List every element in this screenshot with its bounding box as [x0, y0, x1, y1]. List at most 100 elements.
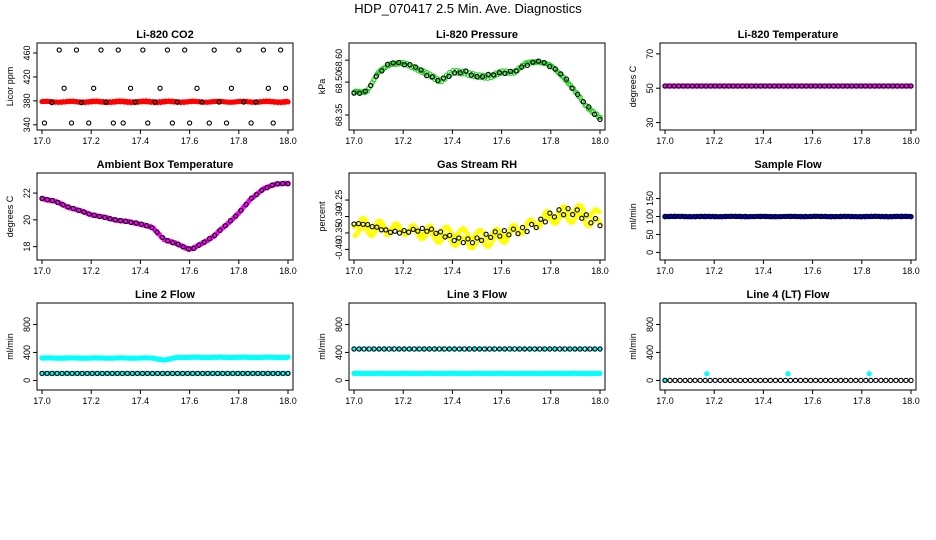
data-point	[587, 346, 593, 352]
data-point	[792, 377, 799, 384]
data-point	[532, 346, 538, 352]
x-tick-label: 18.0	[902, 396, 920, 406]
data-point	[802, 213, 809, 220]
x-tick-label: 17.4	[444, 136, 462, 146]
data-point	[873, 213, 879, 220]
x-tick-label: 18.0	[279, 136, 297, 146]
data-point	[485, 71, 491, 78]
data-point	[365, 221, 371, 228]
data-point	[858, 213, 864, 220]
x-tick-label: 17.0	[345, 266, 363, 276]
data-point	[351, 90, 357, 96]
data-point	[253, 99, 259, 105]
y-tick-label: 400	[645, 345, 655, 360]
x-tick-label: 17.8	[853, 136, 871, 146]
panel-9: Line 4 (LT) Flow 17.0 17.2 17.4 17.6 17.8 18.0…	[628, 289, 920, 406]
data-point	[98, 47, 104, 53]
data-point	[351, 346, 357, 352]
data-point	[762, 377, 769, 384]
data-point	[431, 346, 437, 352]
data-point	[196, 242, 202, 248]
data-point	[185, 246, 192, 252]
data-point	[396, 230, 403, 236]
data-point	[717, 213, 723, 220]
data-point	[762, 213, 769, 220]
data-point	[386, 346, 392, 352]
data-point	[533, 224, 539, 231]
data-point	[491, 346, 498, 352]
x-tick-label: 17.2	[705, 266, 723, 276]
data-point	[898, 213, 904, 220]
data-point	[529, 221, 535, 228]
x-tick-label: 17.2	[82, 266, 100, 276]
data-point	[144, 370, 151, 377]
data-point	[191, 245, 197, 251]
data-point	[828, 213, 834, 220]
y-axis-label: ml/min	[628, 333, 638, 360]
data-point	[833, 377, 839, 384]
data-point	[812, 213, 819, 220]
data-point	[119, 370, 125, 377]
data-point	[466, 346, 473, 352]
y-axis-label: degrees C	[628, 65, 638, 107]
y-tick-label: -0.35	[334, 223, 344, 244]
data-point	[446, 346, 453, 352]
data-point	[908, 83, 914, 89]
data-point	[175, 241, 181, 247]
data-point	[391, 346, 397, 352]
data-point	[567, 346, 573, 352]
data-point	[767, 213, 774, 220]
data-point	[491, 72, 497, 78]
x-tick-label: 18.0	[279, 266, 297, 276]
data-point	[260, 370, 266, 377]
data-point	[205, 370, 211, 377]
data-point	[893, 213, 899, 220]
data-point	[537, 346, 543, 352]
data-point	[787, 213, 794, 220]
data-point	[264, 185, 270, 191]
data-point	[419, 225, 425, 232]
y-tick-label: 68.60	[334, 49, 344, 72]
data-point	[70, 205, 77, 212]
x-tick-label: 17.4	[755, 266, 773, 276]
data-point	[581, 217, 587, 224]
data-point	[112, 217, 118, 223]
data-point	[479, 74, 486, 80]
y-tick-label: 800	[334, 317, 344, 332]
x-tick-label: 17.0	[656, 136, 674, 146]
data-point	[883, 377, 889, 384]
data-point	[217, 227, 223, 233]
plot-frame	[348, 302, 606, 391]
data-point	[368, 82, 374, 89]
data-point	[456, 346, 463, 352]
x-tick-label: 17.2	[82, 396, 100, 406]
data-point	[380, 222, 386, 228]
data-point	[211, 47, 217, 53]
data-point	[697, 213, 703, 220]
data-point	[578, 346, 584, 352]
data-point	[497, 233, 503, 239]
series-fast	[39, 180, 291, 253]
x-tick-label: 17.2	[394, 396, 412, 406]
data-point	[124, 370, 130, 377]
data-point	[241, 99, 247, 105]
y-tick-label: 400	[22, 345, 32, 360]
y-tick-label: 18	[22, 242, 32, 252]
data-point	[248, 120, 254, 126]
data-point	[435, 77, 441, 84]
data-point	[424, 228, 430, 234]
data-point	[488, 240, 494, 247]
data-point	[223, 120, 230, 126]
data-point	[230, 370, 236, 377]
data-point	[149, 370, 156, 377]
data-point	[384, 61, 391, 68]
data-point	[39, 370, 45, 377]
data-point	[356, 90, 363, 96]
data-point	[478, 237, 485, 244]
data-point	[235, 370, 241, 377]
x-tick-label: 17.4	[444, 396, 462, 406]
data-point	[662, 377, 668, 384]
data-point	[117, 218, 124, 224]
data-point	[697, 377, 703, 384]
x-tick-label: 18.0	[902, 136, 920, 146]
